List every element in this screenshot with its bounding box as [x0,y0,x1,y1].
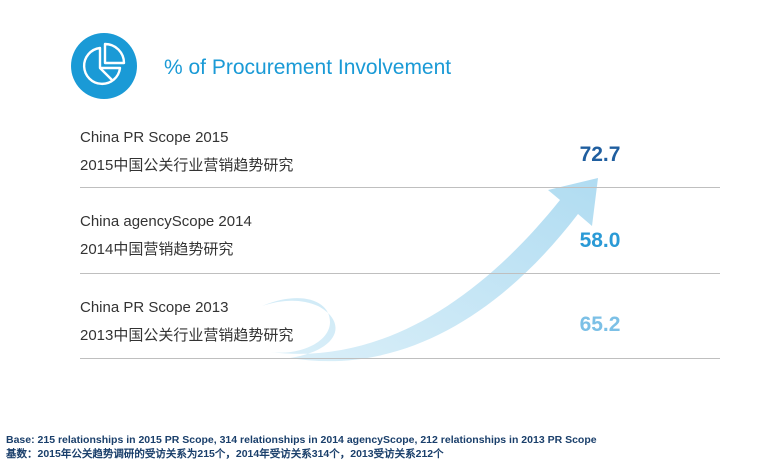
footer-line-en: Base: 215 relationships in 2015 PR Scope… [6,434,597,446]
row-value: 65.2 [579,313,621,336]
row-label: China PR Scope 2013 2013中国公关行业营销趋势研究 [80,298,293,346]
pie-chart-icon [71,33,137,99]
chart-title: % of Procurement Involvement [164,56,452,79]
row-label-zh: 2013中国公关行业营销趋势研究 [80,327,294,344]
footer-note: Base: 215 relationships in 2015 PR Scope… [6,433,597,461]
row-label-zh: 2014中国营销趋势研究 [80,241,234,258]
row-label-en: China PR Scope 2015 [80,129,229,146]
divider [80,358,720,359]
row-label-en: China PR Scope 2013 [80,299,229,316]
header: % of Procurement Involvement [70,32,670,102]
row-value: 72.7 [579,143,621,166]
trend-arrow [262,178,598,362]
row-label-zh: 2015中国公关行业营销趋势研究 [80,157,294,174]
divider [80,187,720,188]
row-label: China agencyScope 2014 2014中国营销趋势研究 [80,212,252,260]
row-value: 58.0 [579,229,621,252]
row-label-en: China agencyScope 2014 [80,213,252,230]
row-label: China PR Scope 2015 2015中国公关行业营销趋势研究 [80,128,293,176]
divider [80,273,720,274]
footer-line-zh: 基数：2015年公关趋势调研的受访关系为215个，2014年受访关系314个，2… [6,448,444,460]
